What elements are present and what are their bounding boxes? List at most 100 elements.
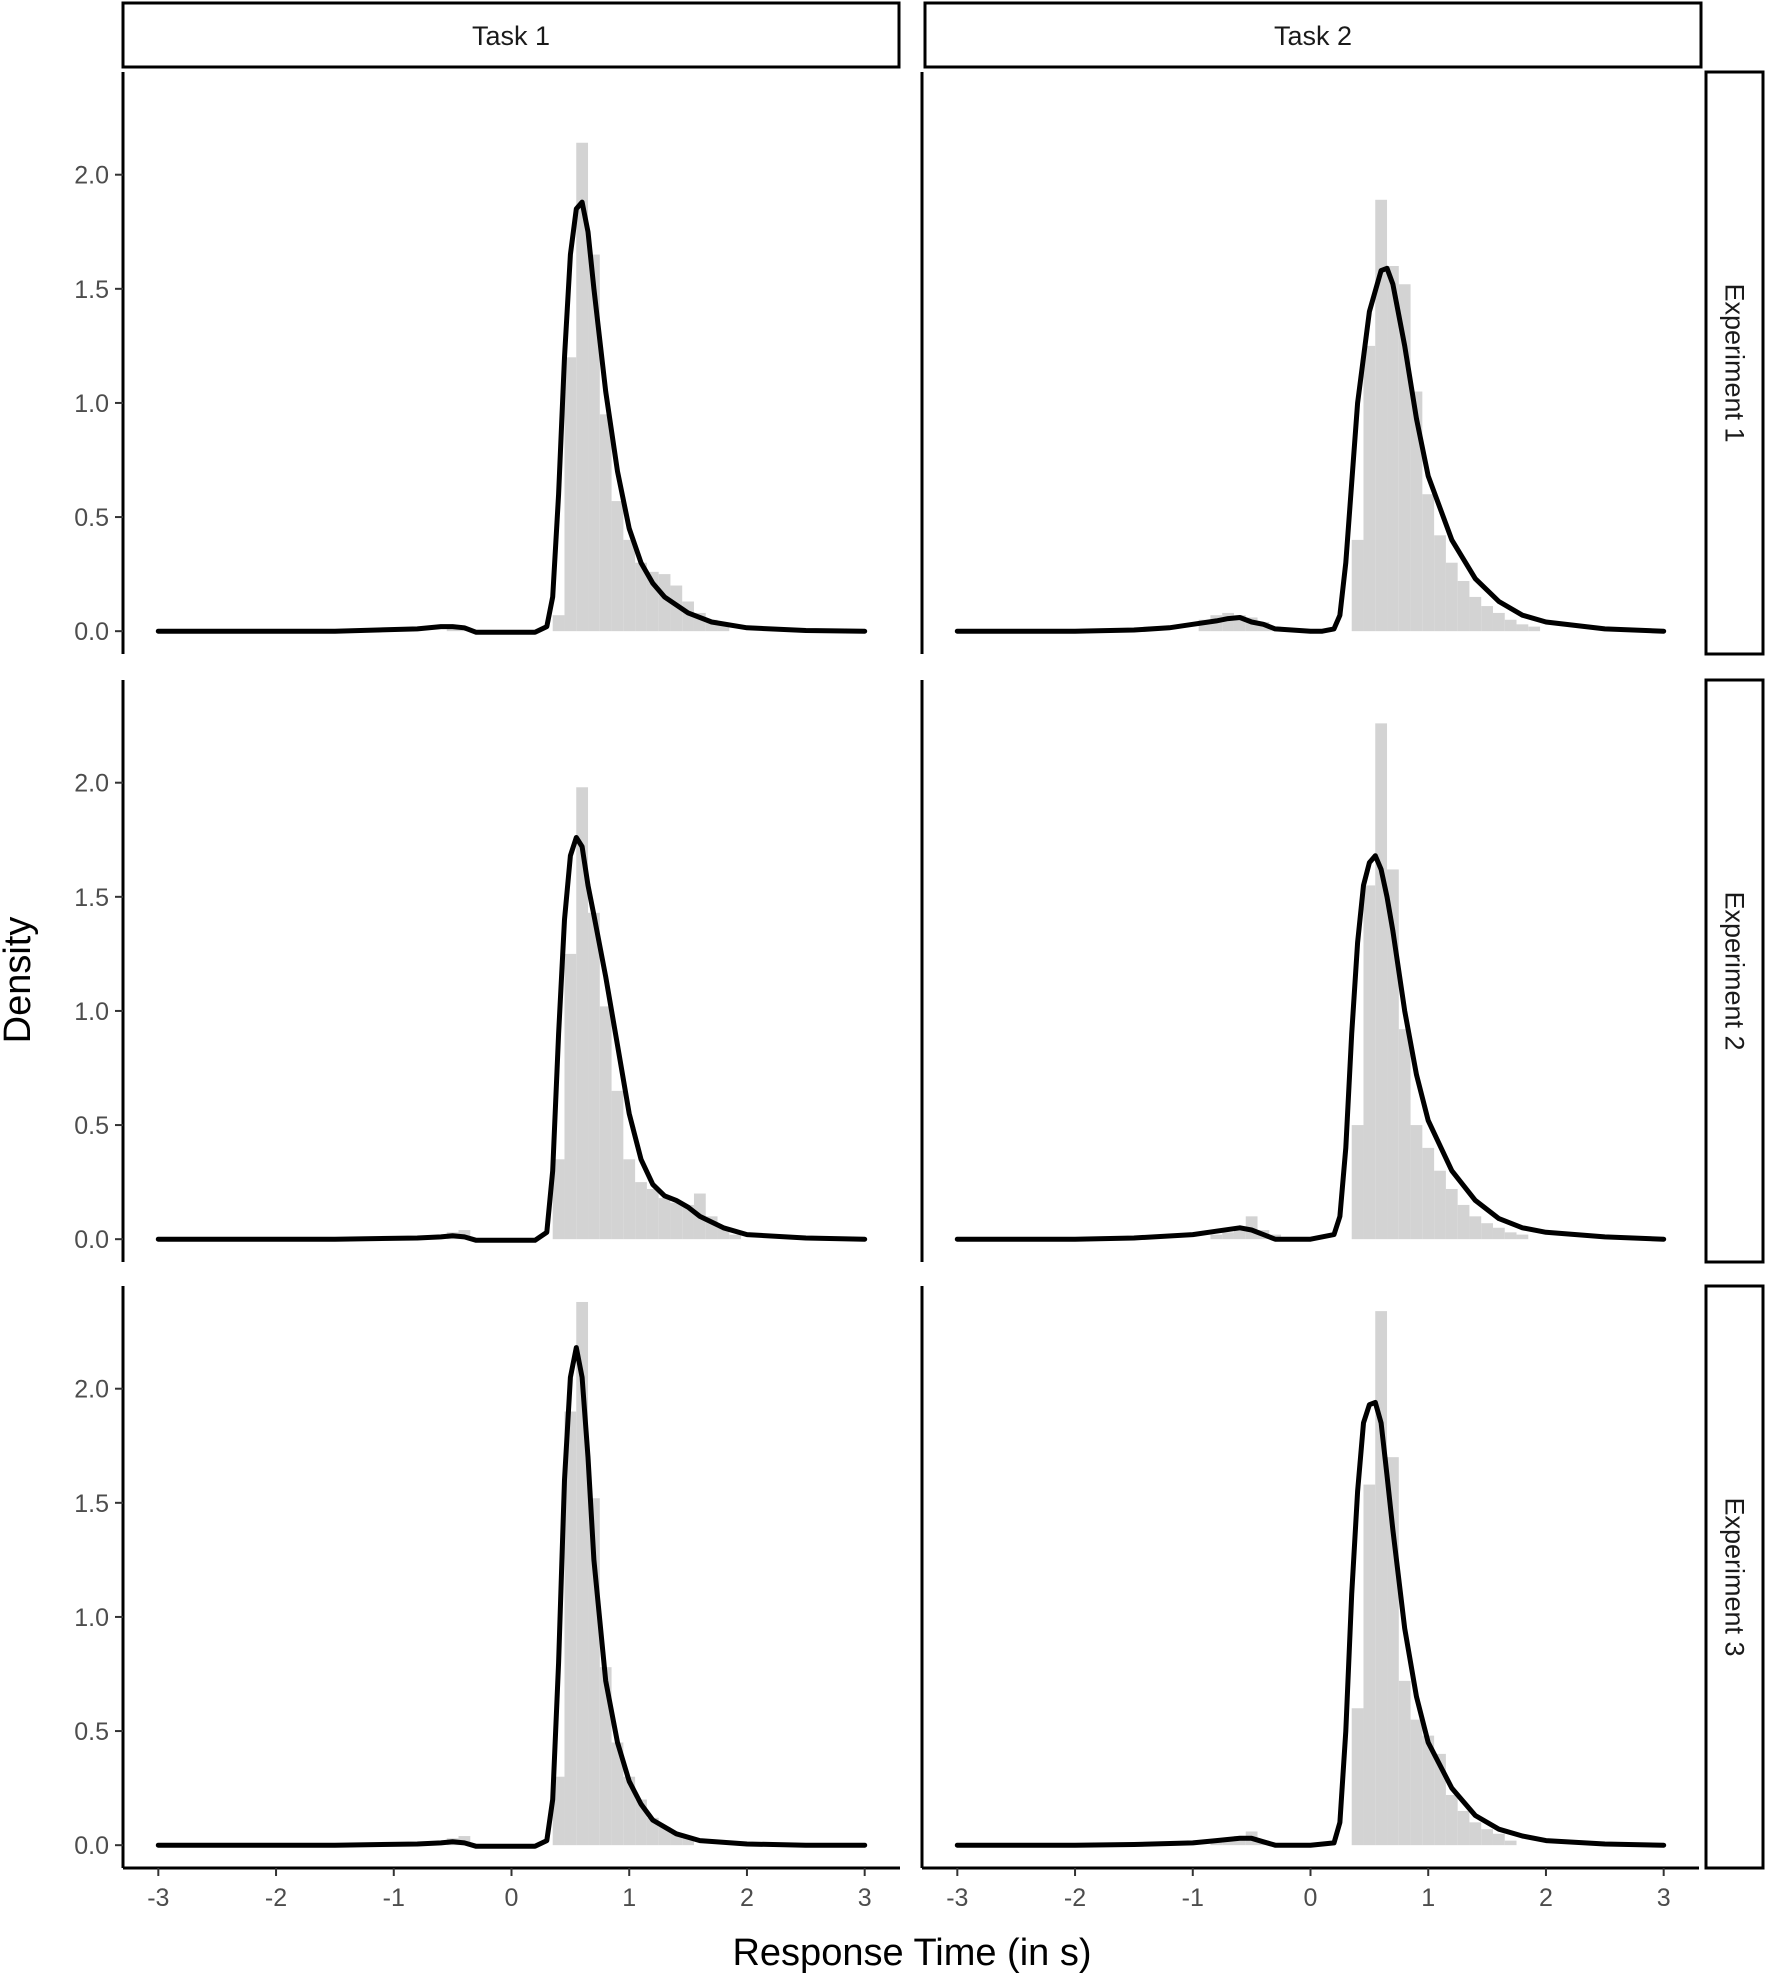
histogram-bar (635, 1799, 647, 1846)
histogram-bar (599, 414, 612, 632)
histogram-bar (611, 1090, 624, 1240)
y-tick-label: 1.0 (74, 390, 109, 418)
histogram-bar (1375, 199, 1388, 632)
density-curve (155, 1345, 868, 1849)
column-strip-label: Task 2 (1274, 21, 1352, 51)
histogram-bar (1445, 1794, 1458, 1846)
y-tick-label: 0.0 (74, 618, 109, 646)
y-tick-label: 1.0 (74, 998, 109, 1026)
x-tick-label: 0 (505, 1884, 519, 1912)
histogram-bar (1492, 1227, 1505, 1240)
histogram-bar (693, 612, 706, 632)
y-tick-label: 0.0 (74, 1226, 109, 1254)
histogram-bar (1469, 596, 1482, 632)
histogram-bar (705, 619, 718, 632)
panel-experiment-3-task-1: 0.0 0.5 1.0 1.5 2.0 -3 -2 -1 0 1 2 3 (74, 1286, 900, 1912)
y-tick-label: 1.5 (74, 276, 109, 304)
y-tick-label: 0.5 (74, 1112, 109, 1140)
panel-experiment-3-task-2: -3 -2 -1 0 1 2 3 (920, 1286, 1699, 1912)
histogram-bar (1445, 562, 1458, 632)
histogram-bar (599, 1006, 612, 1240)
histogram-bar (682, 1838, 694, 1846)
histogram-bar (552, 1776, 565, 1846)
histogram-bar (1481, 1223, 1493, 1240)
histogram-bar (670, 1833, 683, 1846)
panel-experiment-2-task-2 (920, 680, 1667, 1262)
histogram-bar (729, 1234, 742, 1240)
histogram-bar (1469, 1822, 1482, 1846)
histogram-bar (599, 1667, 612, 1846)
x-tick-label: -1 (383, 1884, 405, 1912)
histogram-bar (564, 357, 577, 632)
row-strip-label: Experiment 1 (1720, 283, 1750, 442)
row-strip-box (1704, 678, 1765, 1264)
y-tick-label: 0.0 (74, 1832, 109, 1860)
row-strip-box (1704, 70, 1765, 656)
histogram-bar (1481, 606, 1493, 632)
histogram-bar (1410, 1719, 1423, 1846)
density-curve (954, 853, 1667, 1242)
histogram-bar (1422, 1147, 1435, 1240)
histogram-bar (588, 1498, 600, 1846)
histogram-bar (564, 953, 577, 1240)
histogram-bar (576, 787, 589, 1240)
row-strip-box (1704, 1284, 1765, 1870)
histogram-bar (1363, 1484, 1376, 1846)
histogram-bar (611, 501, 624, 632)
histogram-bar (1222, 1232, 1234, 1240)
histogram-bar (552, 615, 565, 632)
x-tick-label: 2 (740, 1884, 754, 1912)
histogram-bar (1398, 284, 1411, 632)
histogram-bar (1398, 1029, 1411, 1240)
histogram-bar (646, 1817, 659, 1846)
histogram-bar (1492, 1833, 1505, 1846)
x-tick-label: 0 (1304, 1884, 1318, 1912)
histogram-bar (670, 1202, 683, 1240)
x-tick-label: 1 (1421, 1884, 1435, 1912)
x-tick-label: 2 (1539, 1884, 1553, 1912)
x-tick-label: -3 (147, 1884, 169, 1912)
panel-experiment-1-task-1: 0.0 0.5 1.0 1.5 2.0 (74, 72, 868, 654)
histogram-bar (658, 1198, 671, 1240)
histogram-bar (1457, 1204, 1470, 1240)
x-tick-label: -2 (265, 1884, 287, 1912)
row-strip-3: Experiment 3 (1704, 1284, 1765, 1870)
x-tick-label: -1 (1182, 1884, 1204, 1912)
histogram-bar (658, 1826, 671, 1846)
histogram-bar (1492, 612, 1505, 632)
histogram-bar (1233, 615, 1246, 632)
histogram-bar (1398, 1680, 1411, 1846)
histogram-bar (1375, 1311, 1388, 1846)
histogram-bar (1410, 1125, 1423, 1240)
histogram-bar (1387, 1457, 1399, 1846)
histogram-bar (646, 571, 659, 632)
y-tick-label: 2.0 (74, 162, 109, 190)
panel-experiment-1-task-2 (920, 72, 1667, 654)
histogram-bar (1434, 535, 1446, 632)
row-strip-label: Experiment 3 (1720, 1497, 1750, 1656)
histogram-bar (1422, 494, 1435, 632)
y-axis-title: Density (0, 917, 39, 1044)
histogram-bar (1375, 723, 1388, 1240)
histogram-bar (623, 1159, 636, 1240)
histogram-bar (1516, 1234, 1529, 1240)
histogram-bar (1233, 1227, 1246, 1240)
histogram-bar (1387, 869, 1399, 1240)
x-tick-label: 3 (858, 1884, 872, 1912)
histogram-bar (1422, 1735, 1435, 1846)
histogram-bar (588, 254, 600, 632)
density-curve (155, 835, 868, 1243)
histogram-bar (1434, 1753, 1446, 1846)
histogram-bar (646, 1188, 659, 1240)
y-tick-label: 2.0 (74, 770, 109, 798)
histogram-bar (1516, 624, 1529, 632)
histogram-bar (705, 1216, 718, 1240)
x-tick-label: 3 (1657, 1884, 1671, 1912)
histogram-bar (1387, 266, 1399, 632)
histogram-bar (635, 562, 647, 632)
histogram-bar (717, 1227, 730, 1240)
y-tick-label: 1.5 (74, 884, 109, 912)
histogram-bar (1434, 1170, 1446, 1240)
row-strip-1: Experiment 1 (1704, 70, 1765, 656)
